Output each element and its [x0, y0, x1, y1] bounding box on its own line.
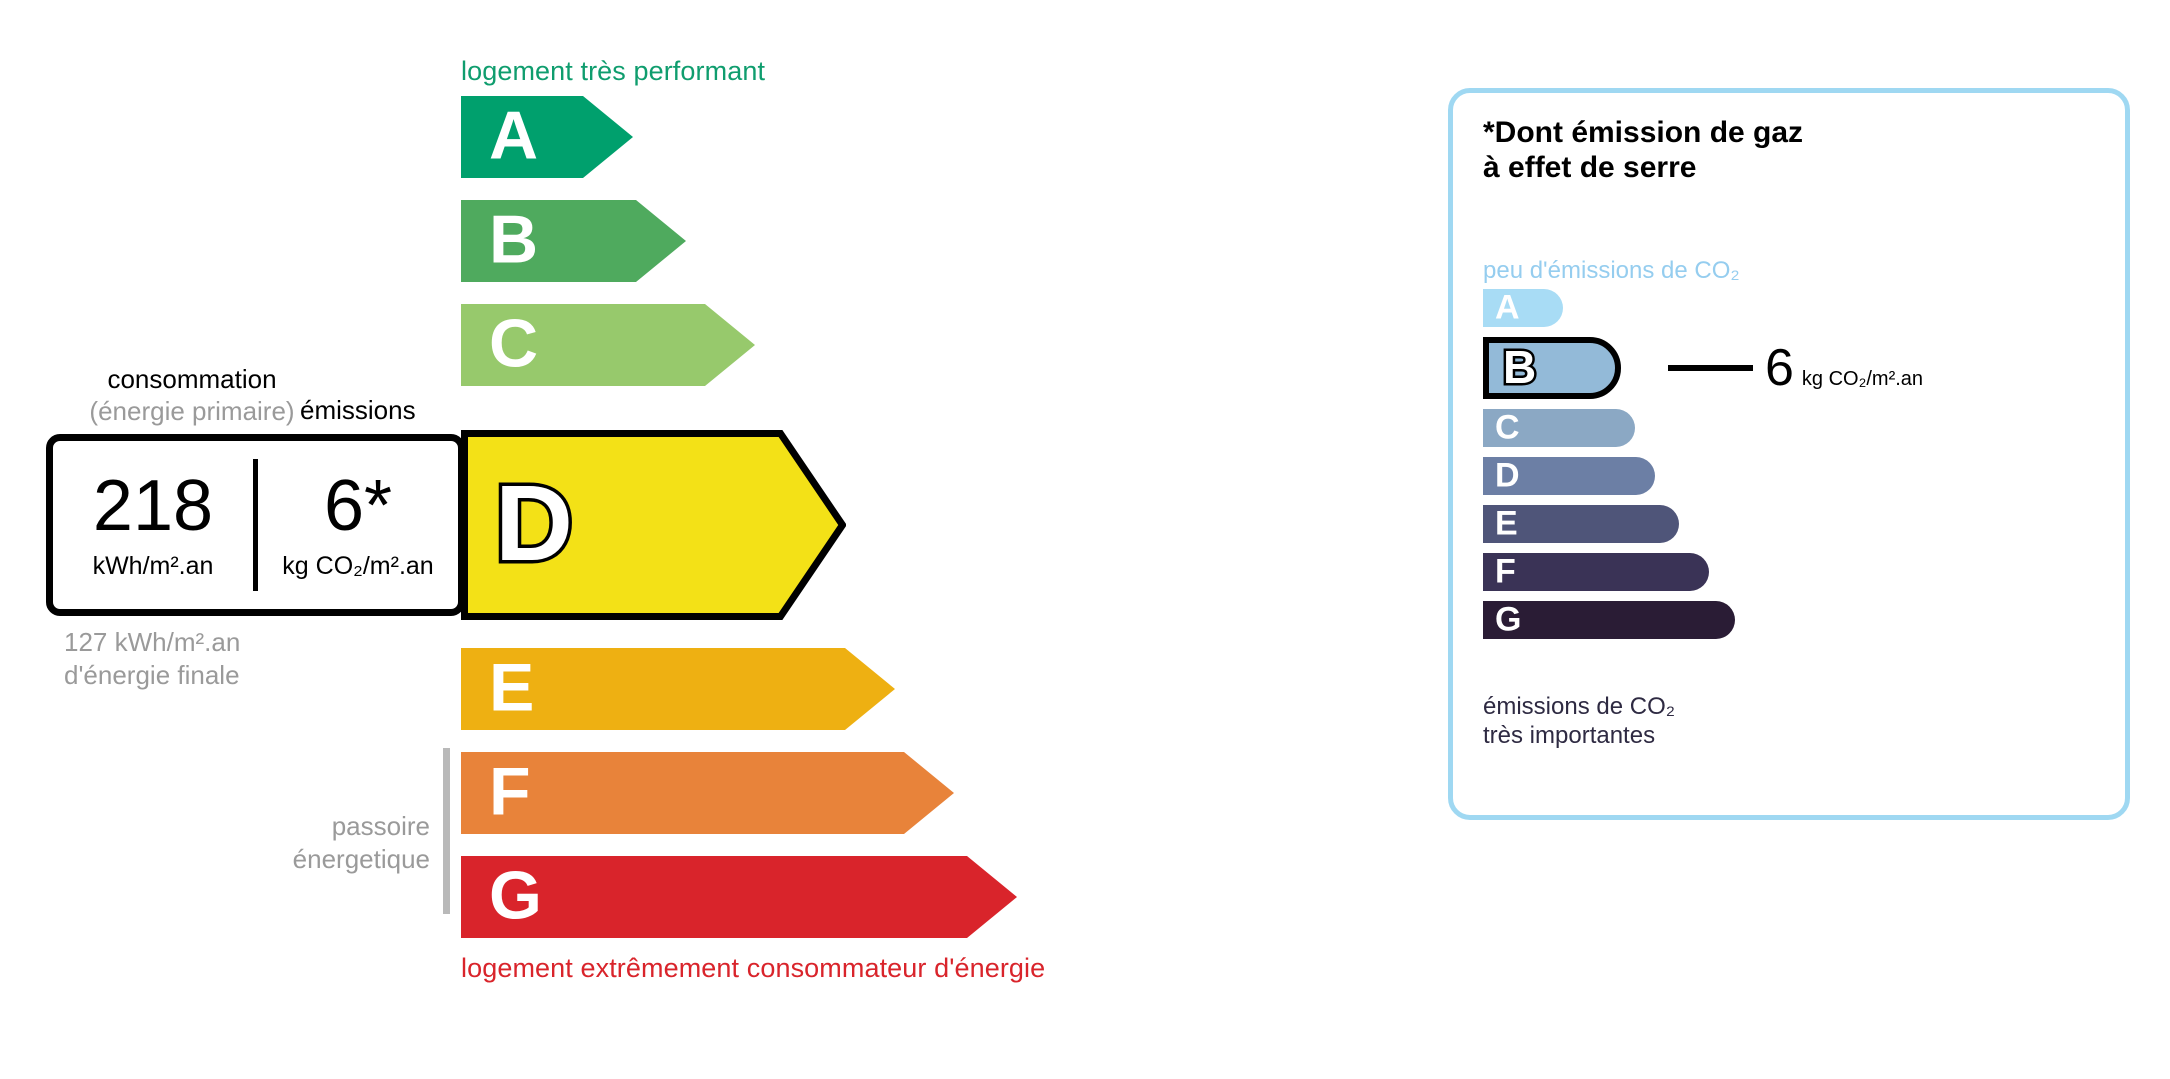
value-box-divider — [253, 459, 258, 591]
energy-bar-shape-g: G — [461, 856, 1017, 938]
co2-bar-shape-c: C — [1483, 409, 1635, 447]
co2-callout: 6 kg CO₂/m².an — [1765, 342, 1923, 394]
co2-bar-a: A — [1483, 289, 1563, 327]
co2-bottom-line2: très importantes — [1483, 721, 1656, 749]
energy-bar-shape-e: E — [461, 648, 895, 730]
co2-bar-shape-e: E — [1483, 505, 1679, 543]
energy-bar-f: F — [461, 752, 954, 834]
co2-bar-letter-b: B — [1500, 341, 1538, 394]
energy-bar-a: A — [461, 96, 633, 178]
co2-emissions-panel: *Dont émission de gaz à effet de serre p… — [1448, 88, 2130, 820]
consumption-label-main: consommation — [107, 364, 277, 394]
final-energy-value: 127 kWh/m².an — [64, 627, 241, 657]
energy-bar-letter-g: G — [489, 857, 542, 934]
final-energy-note: 127 kWh/m².an d'énergie finale — [64, 626, 394, 691]
energy-bottom-caption: logement extrêmement consommateur d'éner… — [461, 953, 1046, 983]
final-energy-label: d'énergie finale — [64, 659, 240, 690]
co2-bar-shape-g: G — [1483, 601, 1735, 639]
emission-value-cell: 6* kg CO₂/m².an — [258, 441, 458, 609]
co2-title-line1: *Dont émission de gaz — [1483, 116, 1804, 149]
passoire-bracket — [443, 748, 450, 914]
co2-bar-b: B 6 kg CO₂/m².an — [1483, 337, 1923, 399]
co2-bar-letter-c: C — [1495, 408, 1520, 447]
energy-bar-letter-f: F — [489, 753, 531, 830]
co2-bar-shape-d: D — [1483, 457, 1655, 495]
energy-bar-g: G — [461, 856, 1017, 938]
co2-bar-letter-a: A — [1495, 288, 1520, 327]
co2-panel-title: *Dont émission de gaz à effet de serre — [1483, 115, 1803, 186]
passoire-line2: énergetique — [292, 843, 430, 874]
co2-bar-shape-a: A — [1483, 289, 1563, 327]
co2-bar-g: G — [1483, 601, 1735, 639]
energy-bar-shape-f: F — [461, 752, 954, 834]
co2-callout-unit: kg CO₂/m².an — [1801, 368, 1924, 390]
energy-bar-letter-e: E — [489, 649, 535, 726]
energy-bar-letter-b: B — [489, 201, 539, 278]
consumption-value: 218 — [92, 465, 214, 546]
consumption-label: consommation (énergie primaire) — [62, 364, 322, 427]
consumption-value-cell: 218 kWh/m².an — [53, 441, 253, 609]
co2-callout-value: 6 — [1765, 339, 1794, 397]
energy-bar-shape-a: A — [461, 96, 633, 178]
energy-bar-c: C — [461, 304, 755, 386]
energy-bar-letter-c: C — [489, 305, 539, 382]
co2-bottom-line1: émissions de CO₂ — [1483, 693, 1676, 720]
consumption-label-sub: (énergie primaire) — [89, 395, 295, 426]
energy-bar-shape-d: D — [461, 430, 846, 620]
co2-top-caption: peu d'émissions de CO₂ — [1483, 257, 1740, 284]
energy-bar-letter-d: D — [492, 461, 577, 583]
passoire-line1: passoire — [331, 811, 430, 841]
co2-title-line2: à effet de serre — [1483, 151, 1697, 185]
energy-top-caption: logement très performant — [461, 56, 766, 86]
co2-bar-shape-f: F — [1483, 553, 1709, 591]
co2-bar-letter-d: D — [1495, 456, 1520, 495]
energy-bar-d: D — [461, 430, 846, 620]
value-box: 218 kWh/m².an 6* kg CO₂/m².an — [46, 434, 465, 616]
energy-bar-e: E — [461, 648, 895, 730]
co2-bar-e: E — [1483, 505, 1679, 543]
consumption-unit: kWh/m².an — [92, 551, 214, 580]
co2-bar-f: F — [1483, 553, 1709, 591]
emission-value: 6* — [323, 465, 393, 546]
co2-bar-c: C — [1483, 409, 1635, 447]
energy-bar-shape-b: B — [461, 200, 686, 282]
co2-bottom-caption: émissions de CO₂ très importantes — [1483, 693, 1675, 751]
co2-callout-leader-line — [1668, 365, 1753, 371]
energy-bar-letter-a: A — [489, 97, 539, 174]
co2-bar-shape-b: B — [1483, 337, 1621, 399]
co2-bar-letter-e: E — [1495, 504, 1518, 543]
emissions-label: émissions — [300, 395, 416, 425]
energy-bar-shape-c: C — [461, 304, 755, 386]
emission-unit: kg CO₂/m².an — [282, 551, 434, 580]
passoire-energetique-label: passoire énergetique — [200, 810, 430, 875]
co2-bar-letter-g: G — [1495, 600, 1522, 639]
co2-bar-letter-f: F — [1495, 552, 1516, 591]
energy-bar-b: B — [461, 200, 686, 282]
co2-bar-d: D — [1483, 457, 1655, 495]
